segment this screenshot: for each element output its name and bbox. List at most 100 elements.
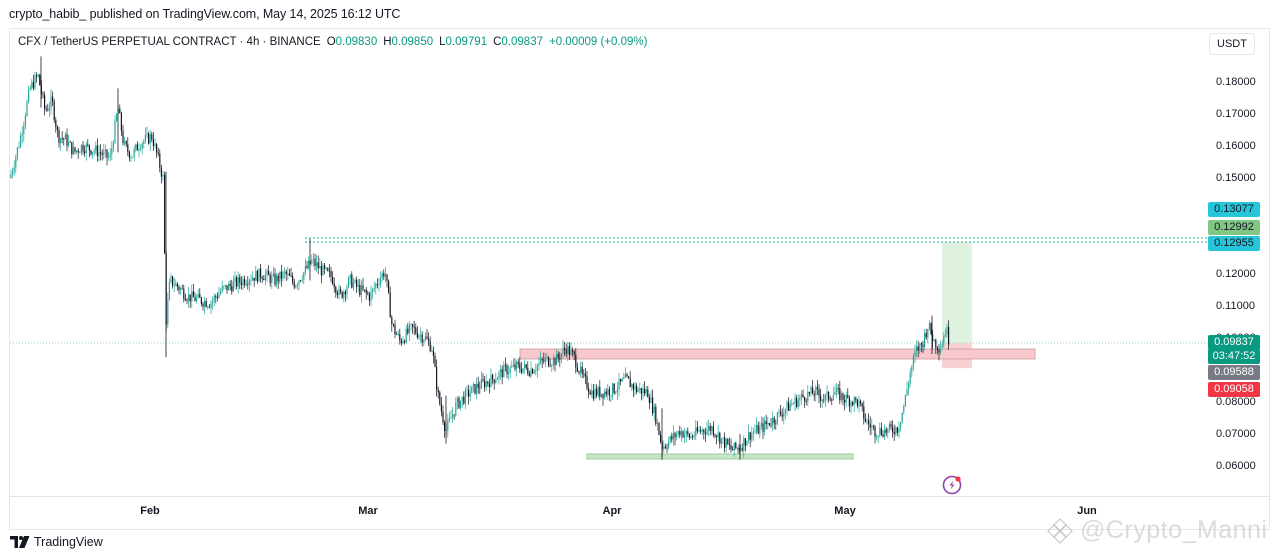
candle-body [372, 288, 374, 292]
candle-body [324, 265, 326, 269]
candle-body [789, 404, 791, 411]
candle-body [304, 265, 306, 273]
candle-body [693, 435, 695, 438]
candle-body [383, 273, 385, 277]
currency-unit-button[interactable]: USDT [1209, 33, 1255, 55]
candle-body [511, 366, 513, 368]
candle-body [31, 82, 33, 88]
candle-body [180, 288, 182, 291]
price-badge: 0.12955 [1208, 236, 1260, 251]
candle-body [141, 143, 143, 149]
candle-body [119, 108, 121, 114]
candle-body [36, 75, 38, 77]
candle-body [722, 437, 724, 439]
candle-body [276, 275, 278, 285]
candle-body [346, 287, 348, 295]
candle-body [848, 397, 850, 407]
candle-body [754, 431, 756, 433]
candle-body [506, 365, 508, 375]
tradingview-logo[interactable]: TradingView [10, 535, 103, 549]
candle-body [274, 273, 276, 285]
candle-body [549, 365, 551, 367]
candle-body [688, 433, 690, 438]
candle-body [700, 430, 702, 432]
candle-body [253, 277, 255, 281]
candle-body [160, 167, 162, 177]
candle-body [164, 174, 166, 254]
candle-body [178, 286, 180, 291]
candle-body [130, 157, 132, 159]
candle-body [799, 397, 801, 401]
candle-body [584, 373, 586, 377]
candle-body [652, 397, 654, 414]
candle-body [458, 397, 460, 408]
candle-body [237, 277, 239, 287]
candle-body [842, 393, 844, 400]
price-tick: 0.12000 [1216, 268, 1256, 280]
candle-body [767, 422, 769, 425]
candle-body [84, 151, 86, 154]
candle-body [628, 376, 630, 379]
candle-body [594, 388, 596, 399]
candle-body [509, 367, 511, 373]
candle-body [272, 273, 274, 276]
candle-body [520, 368, 522, 373]
candle-body [720, 438, 722, 444]
lightning-event-icon[interactable] [941, 474, 963, 496]
price-tick: 0.15000 [1216, 172, 1256, 184]
candle-body [79, 152, 81, 154]
candle-body [437, 389, 439, 393]
candle-body [340, 288, 342, 293]
candle-body [820, 395, 822, 401]
candle-body [133, 148, 135, 157]
candle-body [570, 350, 572, 355]
candle-body [847, 394, 849, 398]
candle-body [442, 411, 444, 423]
candle-body [764, 420, 766, 432]
candle-body [396, 333, 398, 335]
candle-body [828, 391, 830, 400]
candle-body [503, 364, 505, 378]
candle-body [879, 428, 881, 436]
candle-body [484, 380, 486, 388]
candle-body [277, 275, 279, 282]
candle-body [336, 292, 338, 296]
candle-body [255, 270, 257, 281]
candle-body [575, 354, 577, 368]
candle-body [108, 157, 110, 159]
change-value: +0.00009 (+0.09%) [549, 36, 648, 48]
time-tick-mar: Mar [358, 505, 378, 517]
candle-body [554, 358, 556, 366]
candle-body [354, 279, 356, 283]
candle-body [74, 147, 76, 152]
candle-body [47, 109, 49, 111]
candle-body [389, 292, 391, 318]
candle-body [101, 153, 103, 155]
candle-body [85, 144, 87, 154]
candle-body [840, 393, 842, 401]
candle-body [512, 364, 514, 367]
candle-body [890, 424, 892, 428]
candle-body [794, 397, 796, 404]
candle-body [780, 411, 782, 415]
candle-body [424, 336, 426, 341]
candle-body [384, 274, 386, 277]
candle-body [746, 440, 748, 446]
candle-body [599, 387, 601, 397]
candle-body [213, 296, 215, 301]
candle-body [903, 405, 905, 413]
candle-body [708, 425, 710, 430]
candle-body [48, 107, 50, 111]
candle-body [752, 432, 754, 434]
candle-body [916, 346, 918, 352]
candle-body [72, 147, 74, 155]
candle-body [293, 281, 295, 288]
symbol-title[interactable]: CFX / TetherUS PERPETUAL CONTRACT · 4h ·… [18, 36, 321, 48]
candle-body [919, 343, 921, 351]
candle-body [541, 359, 543, 361]
candle-body [557, 354, 559, 358]
candle-body [338, 288, 340, 296]
candle-body [156, 143, 158, 153]
high-label: H [383, 36, 392, 48]
